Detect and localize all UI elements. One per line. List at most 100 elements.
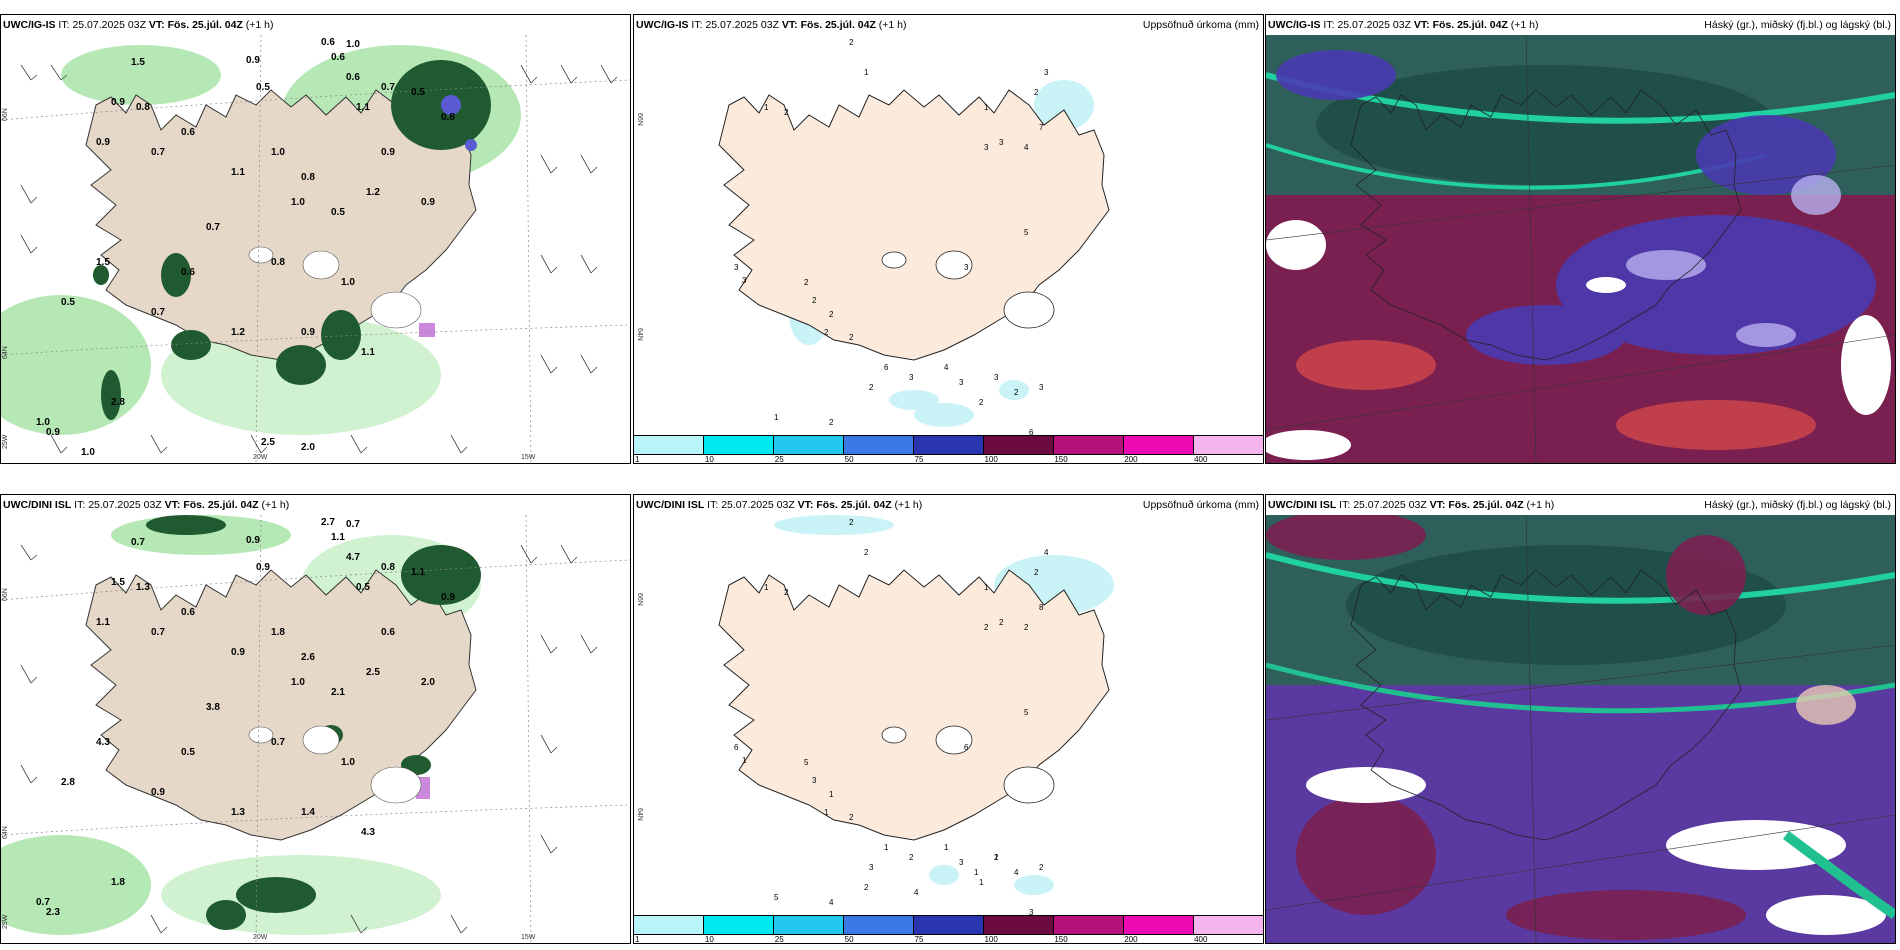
map-value-label: 2	[864, 883, 869, 892]
precip-colorbar: 1 10 25 50 75 100 150 200 400	[634, 915, 1263, 943]
map-value-label: 6	[884, 363, 889, 372]
lon-label: 25W	[2, 434, 9, 449]
map-value-label: 0.7	[151, 627, 165, 638]
map-value-label: 1.0	[341, 277, 355, 288]
map-value-label: 2	[1034, 88, 1039, 97]
map-value-label: 2.5	[261, 437, 275, 448]
colorbar-swatch	[634, 436, 704, 454]
lat-label: 66N	[2, 108, 9, 121]
cloud-panel-row1: UWC/IG-IS IT: 25.07.2025 03Z VT: Fös. 25…	[1265, 14, 1896, 464]
map-value-label: 2	[804, 278, 809, 287]
map-value-label: 3	[999, 138, 1004, 147]
map-value-label: 4.3	[361, 827, 375, 838]
cloud-map[interactable]	[1266, 515, 1895, 943]
map-value-label: 1.3	[231, 807, 245, 818]
map-value-label: 0.6	[321, 37, 335, 48]
map-value-label: 1	[864, 68, 869, 77]
map-value-label: 6	[964, 743, 969, 752]
map-value-label: 5	[1024, 228, 1029, 237]
precip-colorbar: 1 10 25 50 75 100 150 200 400	[634, 435, 1263, 463]
map-value-label: 0.5	[356, 582, 370, 593]
map-value-label: 2	[849, 518, 854, 527]
map-value-label: 2	[909, 853, 914, 862]
map-value-label: 1.5	[111, 577, 125, 588]
map-value-label: 1.5	[131, 57, 145, 68]
cloud-title: Háský (gr.), miðský (fj.bl.) og lágský (…	[1704, 19, 1891, 31]
colorbar-swatch	[1054, 436, 1124, 454]
map-value-label: 1	[764, 103, 769, 112]
map-value-label: 5	[804, 758, 809, 767]
map-value-label: 0.6	[181, 127, 195, 138]
map-value-label: 2	[994, 853, 999, 862]
map-value-label: 0.9	[46, 427, 60, 438]
map-value-label: 5	[774, 893, 779, 902]
map-value-label: 1	[979, 878, 984, 887]
map-value-label: 0.6	[346, 72, 360, 83]
map-value-label: 2	[784, 588, 789, 597]
map-value-label: 1	[994, 853, 999, 862]
map-value-label: 1	[944, 843, 949, 852]
map-value-label: 2	[984, 623, 989, 632]
wind-map[interactable]: 66N 64N 25W 20W 15W 2.7 0.7 1.1 0.9 0.7 4.7 0.…	[1, 515, 630, 943]
colorbar-tick-label: 100	[984, 935, 998, 944]
lat-label: 66N	[636, 593, 643, 606]
lat-label: 66N	[636, 113, 643, 126]
colorbar-tick-label: 50	[844, 455, 854, 464]
wind-map[interactable]: 66N 64N 25W 20W 15W 0.6 1.0 0.6 0.9 1.5 0.6 0.…	[1, 35, 630, 463]
map-value-label: 4.7	[346, 552, 360, 563]
colorbar-swatch	[844, 916, 914, 934]
map-value-label: 1.0	[291, 197, 305, 208]
colorbar-tick-label: 400	[1194, 935, 1208, 944]
colorbar-tick-label: 1	[635, 455, 640, 464]
map-value-label: 1	[884, 843, 889, 852]
lat-label: 64N	[636, 808, 643, 821]
map-value-label: 2.3	[46, 907, 60, 918]
map-value-label: 2.8	[111, 397, 125, 408]
cloud-map[interactable]	[1266, 35, 1895, 463]
map-value-label: 0.7	[381, 82, 395, 93]
map-value-label: 2.6	[301, 652, 315, 663]
map-value-label: 0.9	[381, 147, 395, 158]
map-value-label: 6	[1029, 428, 1034, 435]
panel-header: UWC/DINI ISL IT: 25.07.2025 03Z VT: Fös.…	[3, 499, 290, 511]
precip-panel-row2: UWC/DINI ISL IT: 25.07.2025 03Z VT: Fös.…	[633, 494, 1264, 944]
colorbar-tick-label: 25	[774, 455, 784, 464]
map-value-label: 2.0	[421, 677, 435, 688]
map-value-label: 4	[1024, 143, 1029, 152]
map-value-label: 2	[812, 296, 817, 305]
map-value-label: 0.8	[441, 112, 455, 123]
map-value-label: 1	[774, 413, 779, 422]
lat-label: 64N	[636, 328, 643, 341]
map-value-label: 0.8	[381, 562, 395, 573]
map-value-label: 2	[829, 310, 834, 319]
colorbar-tick-label: 50	[844, 935, 854, 944]
map-value-label: 0.9	[246, 55, 260, 66]
map-value-label: 1.1	[361, 347, 375, 358]
map-value-label: 1.0	[341, 757, 355, 768]
map-value-label: 0.6	[181, 607, 195, 618]
map-value-label: 1.0	[81, 447, 95, 458]
colorbar-tick-label: 150	[1054, 935, 1068, 944]
map-value-label: 3	[812, 776, 817, 785]
map-value-label: 0.9	[96, 137, 110, 148]
lat-label: 64N	[2, 826, 9, 839]
panel-header: UWC/DINI ISL IT: 25.07.2025 03Z VT: Fös.…	[1268, 499, 1555, 511]
map-value-label: 0.7	[346, 519, 360, 530]
map-value-label: 1.0	[36, 417, 50, 428]
map-value-label: 4	[1014, 868, 1019, 877]
colorbar-swatch	[1124, 916, 1194, 934]
map-value-label: 0.9	[421, 197, 435, 208]
map-value-label: 2	[1039, 863, 1044, 872]
colorbar-swatch	[1054, 916, 1124, 934]
panel-header: UWC/IG-IS IT: 25.07.2025 03Z VT: Fös. 25…	[3, 19, 274, 31]
colorbar-swatch	[984, 436, 1054, 454]
map-value-label: 3	[964, 263, 969, 272]
map-value-label: 5	[1024, 708, 1029, 717]
map-value-label: 0.5	[256, 82, 270, 93]
map-value-label: 1	[824, 808, 829, 817]
map-value-label: 1.2	[366, 187, 380, 198]
map-value-label: 0.5	[411, 87, 425, 98]
precip-title: Uppsöfnuð úrkoma (mm)	[1142, 499, 1259, 511]
